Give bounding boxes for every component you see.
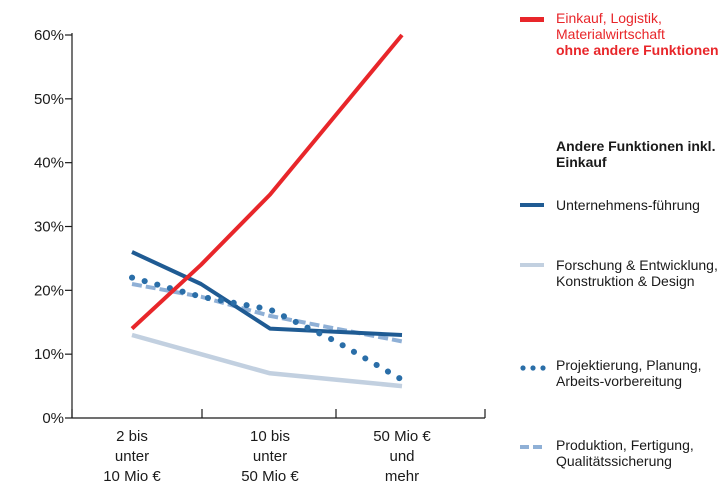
legend-label-produktion: Produktion, Fertigung, Qualitätssicherun… xyxy=(556,437,694,469)
y-tick-label: 50% xyxy=(34,91,64,108)
y-tick-label: 10% xyxy=(34,346,64,363)
legend-label-einkauf-note: ohne andere Funktionen xyxy=(556,42,718,58)
legend-swatch-projektierung xyxy=(520,365,546,371)
legend-swatch-einkauf xyxy=(520,17,544,22)
series-line-1 xyxy=(131,250,403,337)
x-tick-label: 2 bis unter 10 Mio € xyxy=(103,428,161,485)
legend: Einkauf, Logistik, Materialwirtschaft oh… xyxy=(520,0,718,498)
legend-label-unternehmensfuehrung: Unternehmens-führung xyxy=(556,197,700,213)
legend-label-forschung: Forschung & Entwicklung, Konstruktion & … xyxy=(556,257,718,289)
y-tick-label: 20% xyxy=(34,282,64,299)
legend-swatch-unternehmensfuehrung xyxy=(520,203,544,207)
y-tick-label: 30% xyxy=(34,219,64,236)
line-chart: 0% 10% 20% 30% 40% 50% 60% 2 bis unter 10 Mio € 10… xyxy=(34,27,486,485)
legend-swatch-forschung xyxy=(520,263,544,267)
series-line-3 xyxy=(129,274,405,383)
y-tick-label: 40% xyxy=(34,155,64,172)
x-tick-label: 10 bis unter 50 Mio € xyxy=(241,428,299,485)
legend-label-projektierung: Projektierung, Planung, Arbeits-vorberei… xyxy=(556,357,702,389)
legend-group-heading: Andere Funktionen inkl. Einkauf xyxy=(556,138,716,170)
series-line-2 xyxy=(131,332,403,389)
y-tick-label: 0% xyxy=(42,410,64,427)
legend-label-einkauf-name: Einkauf, Logistik, Materialwirtschaft xyxy=(556,10,665,42)
y-tick-label: 60% xyxy=(34,27,64,44)
series-line-0 xyxy=(130,33,404,331)
legend-swatch-produktion xyxy=(520,445,546,449)
x-tick-label: 50 Mio € und mehr xyxy=(373,428,431,485)
legend-label-einkauf: Einkauf, Logistik, Materialwirtschaft oh… xyxy=(556,10,718,58)
